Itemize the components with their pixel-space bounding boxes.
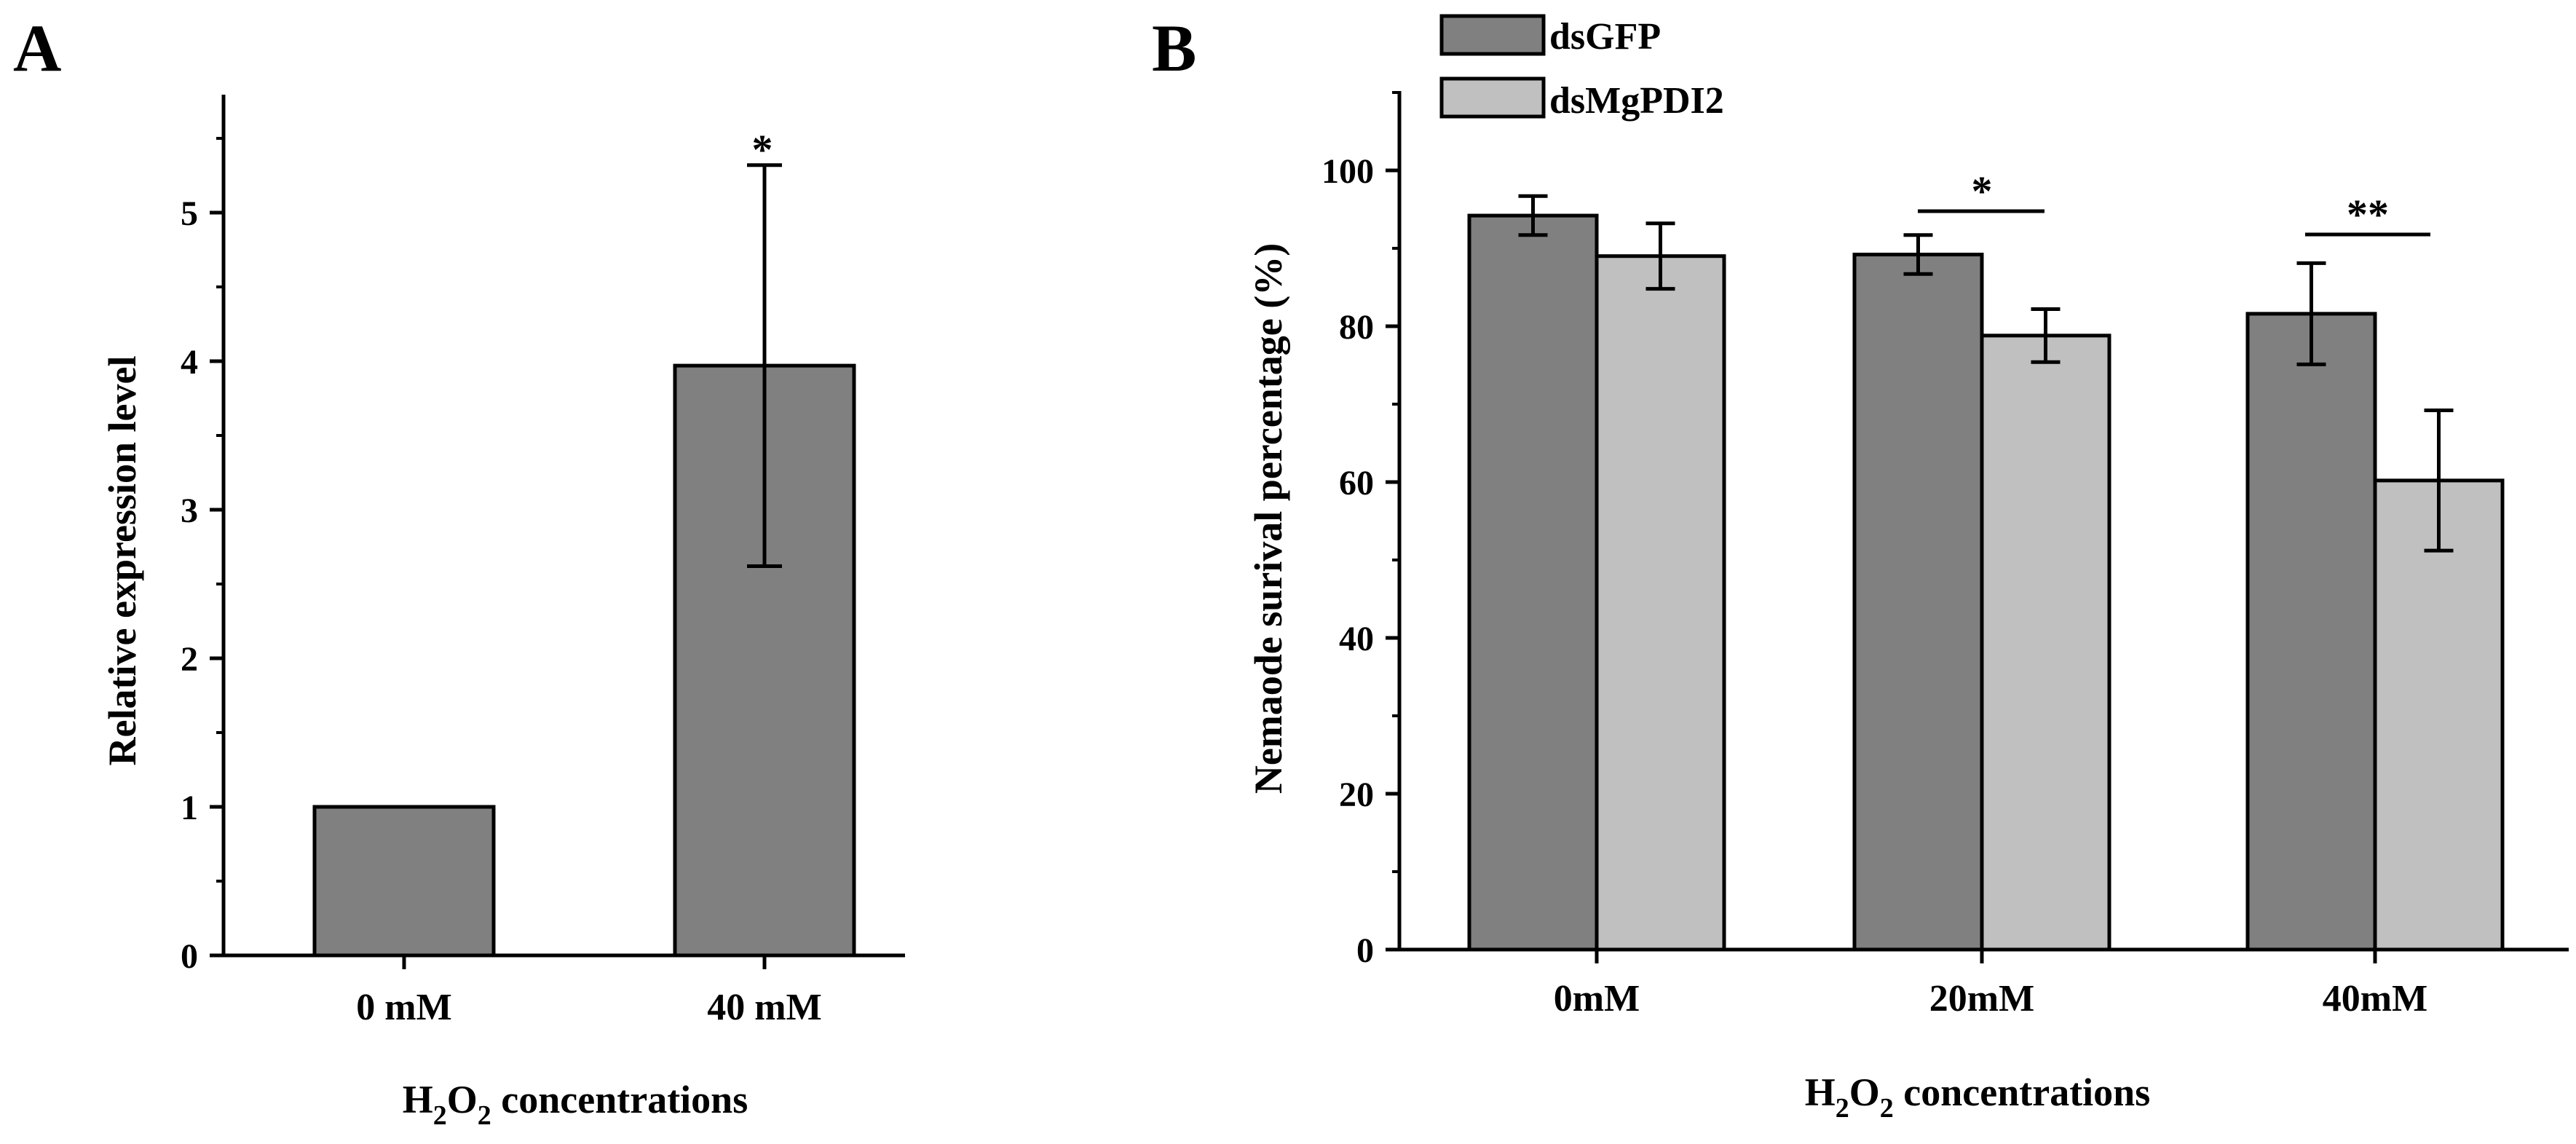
panel-b-bar-dsgfp-0mm — [1467, 213, 1599, 952]
panel-a: A 0 1 2 3 4 5 — [13, 11, 905, 1131]
panel-b-letter: B — [1152, 11, 1196, 85]
panel-b-significance-20mm: * — [1972, 167, 1993, 215]
panel-b-category-label: 0mM — [1554, 978, 1640, 1019]
panel-b-category-label: 40mM — [2323, 978, 2427, 1019]
panel-b-error-bars — [1518, 194, 2454, 553]
legend-swatch-dsmgpdi2 — [1439, 76, 1546, 119]
panel-a-ytick-label: 3 — [181, 492, 198, 530]
panel-a-ytick-label: 2 — [181, 640, 198, 679]
panel-a-y-ticks: 0 1 2 3 4 5 — [181, 137, 224, 976]
panel-b-category-label: 20mM — [1929, 978, 2034, 1019]
panel-b-error-bar-dsmgpdi2-20mm — [2031, 307, 2061, 364]
panel-a-significance-40mm: * — [752, 126, 773, 173]
panel-b-ytick-label: 20 — [1339, 776, 1374, 814]
panel-b-y-axis-title: Nemaode surival percentage (%) — [1246, 243, 1290, 794]
panel-a-bar-0mm — [312, 805, 496, 958]
panel-a-ytick-label: 5 — [181, 194, 198, 233]
panel-a-ytick-label: 1 — [181, 789, 198, 827]
legend-swatch-dsgfp — [1439, 14, 1546, 56]
panel-b-y-ticks: 0 20 40 60 80 100 — [1321, 91, 1399, 970]
panel-b-x-axis-title: H2O2 concentrations — [1805, 1070, 2150, 1124]
panel-a-category-label: 40 mM — [707, 987, 821, 1028]
panel-b-error-bar-dsgfp-20mm — [1903, 233, 1933, 276]
panel-b-bar-dsmgpdi2-40mm — [2373, 478, 2505, 952]
panel-a-ytick-label: 4 — [181, 343, 198, 382]
panel-a-x-axis-title: H2O2 concentrations — [403, 1078, 748, 1131]
panel-b-significance-40mm: ** — [2347, 191, 2389, 238]
legend-label-dsgfp: dsGFP — [1549, 16, 1661, 58]
panel-b-ytick-label: 60 — [1339, 464, 1374, 502]
panel-a-letter: A — [13, 11, 61, 85]
panel-b-legend: dsGFP dsMgPDI2 — [1439, 14, 1724, 122]
panel-b-ytick-label: 0 — [1356, 931, 1374, 970]
panel-a-bar-40mm — [673, 363, 856, 958]
legend-label-dsmgpdi2: dsMgPDI2 — [1549, 80, 1724, 122]
panel-a-error-bar-40mm — [747, 163, 782, 569]
panel-b-error-bar-dsmgpdi2-0mm — [1645, 221, 1675, 291]
panel-b-error-bar-dsgfp-0mm — [1518, 194, 1548, 237]
panel-b-bar-dsmgpdi2-20mm — [1980, 334, 2111, 952]
panel-b-bar-dsmgpdi2-0mm — [1595, 254, 1726, 952]
panel-b-error-bar-dsgfp-40mm — [2296, 261, 2326, 366]
panel-b-ytick-label: 40 — [1339, 620, 1374, 658]
panel-b-error-bar-dsmgpdi2-40mm — [2424, 409, 2454, 553]
panel-b-bar-dsgfp-20mm — [1852, 253, 1984, 952]
panel-b-bar-dsgfp-40mm — [2245, 312, 2377, 952]
panel-b-ytick-label: 80 — [1339, 308, 1374, 347]
panel-a-ytick-label: 0 — [181, 937, 198, 976]
panel-b: B 0 20 40 60 80 100 — [1152, 11, 2569, 1124]
panel-a-category-label: 0 mM — [356, 987, 451, 1028]
panel-a-y-axis-title: Relative expression level — [100, 356, 144, 766]
panel-b-ytick-label: 100 — [1321, 152, 1374, 191]
